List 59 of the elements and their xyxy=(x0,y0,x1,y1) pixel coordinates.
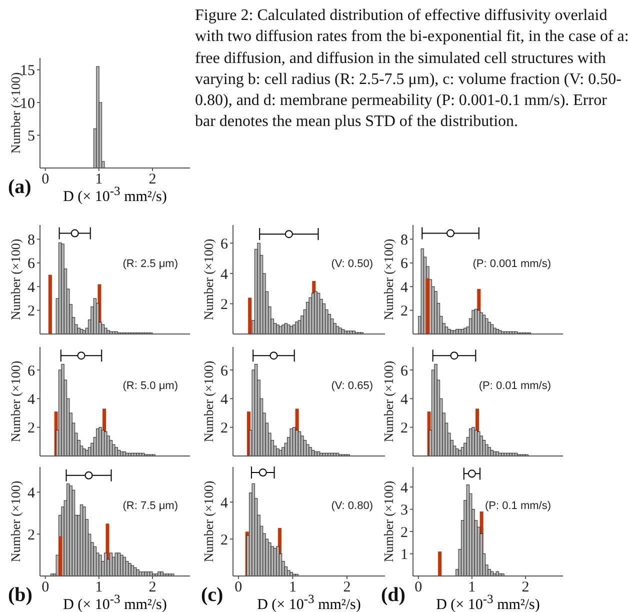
text: (b) xyxy=(8,584,32,606)
y-axis-title: Number (×100) xyxy=(200,238,216,320)
x-tick-label: 0 xyxy=(234,580,242,596)
annotation: (P: 0.1 mm/s) xyxy=(484,500,551,512)
y-tick-label: 2 xyxy=(220,532,228,548)
text: (a) xyxy=(8,176,32,198)
y-tick-label: 4 xyxy=(400,280,408,296)
y-tick-label: 10 xyxy=(20,96,35,112)
y-axis-title: Number (×100) xyxy=(200,480,216,562)
y-tick-label: 2 xyxy=(220,297,228,314)
text: (d) xyxy=(381,584,406,606)
y-tick-label: 2 xyxy=(28,420,35,437)
y-tick-label: 6 xyxy=(220,363,228,380)
x-tick-label: 0 xyxy=(414,580,422,596)
annotation: (R: 7.5 μm) xyxy=(122,500,178,512)
annotation: (R: 2.5 μm) xyxy=(122,258,178,270)
y-tick-label: 15 xyxy=(20,63,35,80)
y-tick-label: 2 xyxy=(400,420,408,437)
y-tick-label: 1 xyxy=(400,547,408,564)
text: (c) xyxy=(201,584,224,606)
y-axis-title: Number (×100) xyxy=(200,360,216,442)
annotation: (V: 0.80) xyxy=(330,500,373,512)
annotation: (R: 5.0 μm) xyxy=(122,380,178,392)
y-axis-title: Number (×100) xyxy=(8,480,23,562)
y-tick-label: 4 xyxy=(400,480,408,496)
y-axis-title: Number (×100) xyxy=(8,360,23,442)
y-tick-label: 2 xyxy=(28,527,35,544)
y-axis-title: Number (×100) xyxy=(380,360,396,442)
x-tick-label: 0 xyxy=(42,172,50,188)
caption: Figure 2: Calculated distribution of effective diffusivity overlaid with two diffusion rates from the bi-exponential fit, in the case of a: free diffusion, and diffusion in the simulated cell structures with varying b: cell radius (R: 2.5-7.5 μm), c: volume fraction (V: 0.50-0.80), and d: membrane permeability (P: 0.001-0.1 mm/s). Error bar denotes the mean plus STD of the distribution. xyxy=(195,6,629,132)
y-tick-label: 4 xyxy=(220,495,228,512)
y-tick-label: 4 xyxy=(400,392,408,408)
y-tick-label: 5 xyxy=(28,128,35,145)
y-tick-label: 6 xyxy=(28,256,36,272)
x-tick-label: 0 xyxy=(42,580,50,596)
y-tick-label: 2 xyxy=(400,524,408,541)
y-tick-label: 2 xyxy=(28,304,35,320)
y-axis-title: Number (×100) xyxy=(8,72,23,154)
y-tick-label: 8 xyxy=(28,232,35,249)
y-axis-title: Number (×100) xyxy=(380,480,396,562)
y-tick-label: 3 xyxy=(400,502,408,519)
y-tick-label: 6 xyxy=(220,236,228,252)
y-tick-label: 6 xyxy=(400,363,408,380)
y-tick-label: 4 xyxy=(28,392,36,408)
y-tick-label: 2 xyxy=(400,304,408,320)
annotation: (V: 0.65) xyxy=(330,380,373,392)
annotation: (P: 0.001 mm/s) xyxy=(472,258,551,270)
y-tick-label: 6 xyxy=(400,256,408,272)
y-tick-label: 4 xyxy=(28,485,36,502)
y-axis-title: Number (×100) xyxy=(8,238,23,320)
y-tick-label: 4 xyxy=(220,392,228,408)
annotation: (P: 0.01 mm/s) xyxy=(478,380,551,392)
y-tick-label: 6 xyxy=(28,363,36,380)
y-tick-label: 4 xyxy=(28,280,36,296)
y-tick-label: 4 xyxy=(220,266,228,283)
annotation: (V: 0.50) xyxy=(330,258,373,270)
y-tick-label: 8 xyxy=(400,232,408,249)
y-tick-label: 2 xyxy=(220,420,228,437)
y-axis-title: Number (×100) xyxy=(380,238,396,320)
